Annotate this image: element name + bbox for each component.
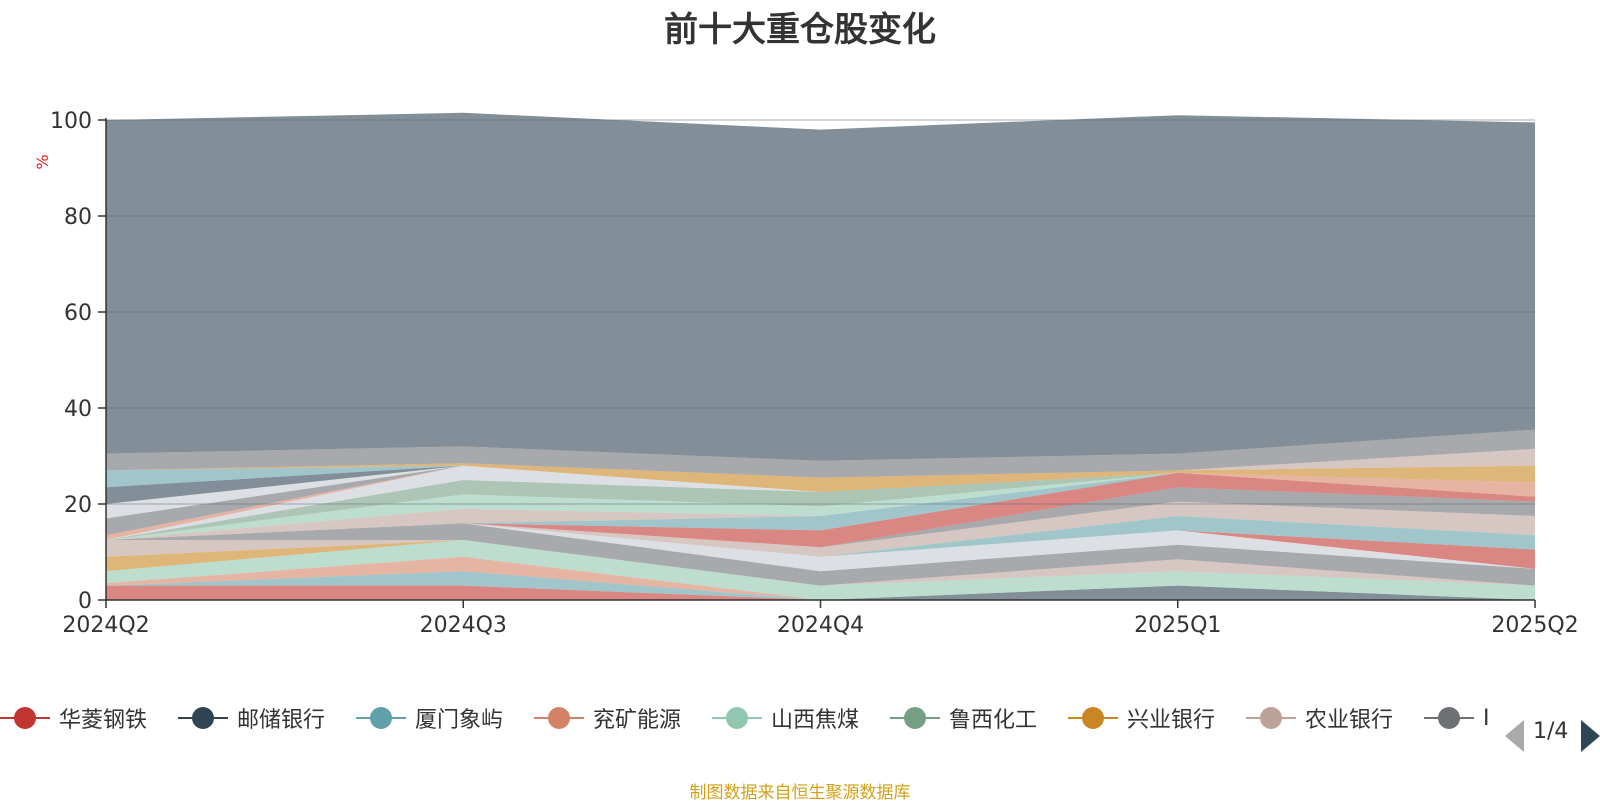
area-series-8 (106, 523, 1535, 586)
legend-item[interactable]: Ⅰ (1424, 700, 1490, 736)
area-series-0 (106, 585, 1535, 600)
legend-item[interactable]: 鲁西化工 (890, 700, 1037, 736)
legend-label: 兴业银行 (1127, 708, 1216, 733)
legend-label: 鲁西化工 (949, 708, 1038, 733)
legend-dot (904, 707, 926, 729)
y-tick-label-0: 0 (78, 589, 92, 614)
legend-item[interactable]: 厦门象屿 (356, 700, 503, 736)
area-series-18 (106, 472, 1535, 540)
legend-label: 农业银行 (1305, 708, 1394, 733)
x-tick-label-4: 2025Q2 (1491, 613, 1578, 638)
area-series-3 (106, 556, 1535, 600)
legend-label: Ⅰ (1483, 705, 1490, 731)
legend-dot (14, 707, 36, 729)
x-tick-label-3: 2025Q1 (1134, 613, 1221, 638)
legend-label: 厦门象屿 (415, 708, 504, 733)
area-series-11 (106, 516, 1535, 557)
area-chart: 0 20 40 60 80 100 2024Q2 2024Q3 2024Q4 2025Q1 2025… (33, 109, 1579, 638)
legend-marker-icon (1246, 700, 1296, 736)
y-tick-label-60: 60 (64, 301, 92, 326)
pager-next-icon[interactable] (1581, 720, 1600, 752)
legend-item[interactable]: 山西焦煤 (712, 700, 859, 736)
area-series-2 (106, 571, 1535, 600)
area-series-7 (106, 540, 1535, 586)
area-series-29 (106, 112, 1535, 461)
legend-dot (192, 707, 214, 729)
x-tick-label-1: 2024Q3 (420, 613, 507, 638)
y-tick-label-20: 20 (64, 493, 92, 518)
legend: 华菱钢铁 邮储银行 厦门象屿 兖矿能源 山西焦煤 鲁西化工 兴业银行 农业银行 Ⅰ (0, 700, 1600, 736)
legend-dot (726, 707, 748, 729)
legend-item[interactable]: 邮储银行 (178, 700, 325, 736)
legend-dot (548, 707, 570, 729)
y-tick-label-80: 80 (64, 205, 92, 230)
legend-item[interactable]: 农业银行 (1246, 700, 1393, 736)
legend-marker-icon (356, 700, 406, 736)
legend-dot (1260, 707, 1282, 729)
legend-item[interactable]: 华菱钢铁 (0, 700, 147, 736)
legend-pager: 1/4 (1505, 716, 1600, 756)
pager-page-indicator: 1/4 (1533, 719, 1569, 744)
legend-dot (1082, 707, 1104, 729)
legend-dot (370, 707, 392, 729)
legend-label: 山西焦煤 (771, 708, 860, 733)
pager-prev-icon[interactable] (1505, 720, 1524, 752)
legend-label: 华菱钢铁 (59, 708, 148, 733)
legend-marker-icon (1424, 700, 1474, 736)
area-series-9 (106, 523, 1535, 572)
y-axis-label: % (33, 154, 52, 169)
x-tick-label-0: 2024Q2 (62, 613, 149, 638)
area-series-28 (106, 429, 1535, 478)
area-series-1 (106, 585, 1535, 600)
legend-marker-icon (0, 700, 50, 736)
legend-dot (1438, 707, 1460, 729)
y-tick-label-40: 40 (64, 397, 92, 422)
legend-label: 兖矿能源 (593, 708, 682, 733)
legend-item[interactable]: 兖矿能源 (534, 700, 681, 736)
legend-label: 邮储银行 (237, 708, 326, 733)
x-tick-label-2: 2024Q4 (777, 613, 864, 638)
legend-marker-icon (178, 700, 228, 736)
area-series-14 (106, 472, 1535, 548)
source-note: 制图数据来自恒生聚源数据库 (689, 783, 911, 803)
area-series-12 (106, 501, 1535, 557)
legend-marker-icon (712, 700, 762, 736)
chart-title: 前十大重仓股变化 (664, 10, 936, 50)
legend-marker-icon (534, 700, 584, 736)
area-series-16 (106, 472, 1535, 540)
legend-item[interactable]: 兴业银行 (1068, 700, 1215, 736)
legend-marker-icon (890, 700, 940, 736)
legend-marker-icon (1068, 700, 1118, 736)
y-tick-label-100: 100 (50, 109, 92, 134)
area-series-4 (106, 540, 1535, 600)
